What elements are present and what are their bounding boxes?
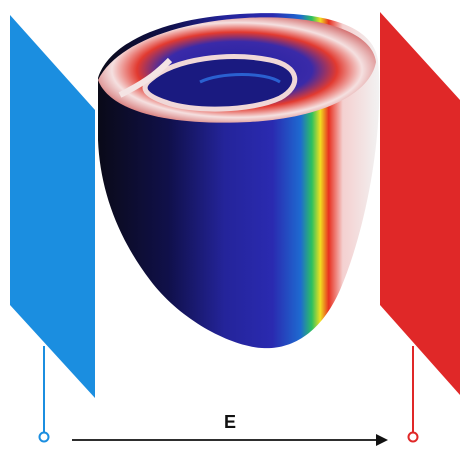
electrode-plate-left: [10, 15, 95, 398]
field-label: E: [224, 412, 236, 432]
field-arrow-head: [376, 434, 388, 446]
terminal-right: [409, 433, 418, 442]
terminal-left: [40, 433, 49, 442]
illustration: E: [0, 0, 464, 450]
electrode-plate-right: [380, 12, 460, 395]
heart: [98, 13, 379, 348]
